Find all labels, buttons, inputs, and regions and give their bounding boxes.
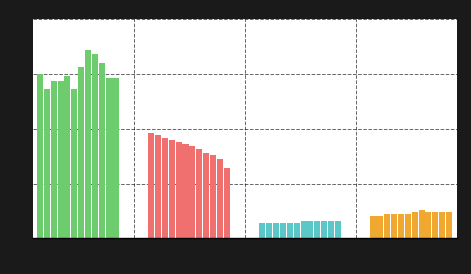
Bar [224, 168, 230, 238]
Bar [44, 89, 50, 238]
Bar [78, 67, 84, 238]
Bar [106, 78, 112, 238]
Bar [260, 223, 265, 238]
Bar [182, 144, 188, 238]
Bar [335, 221, 341, 238]
Bar [321, 221, 327, 238]
Bar [384, 214, 390, 238]
Bar [273, 223, 279, 238]
Bar [287, 223, 293, 238]
Bar [314, 221, 320, 238]
Bar [203, 153, 209, 238]
Bar [391, 214, 397, 238]
Bar [266, 223, 272, 238]
Bar [419, 210, 424, 238]
Bar [328, 221, 334, 238]
Bar [371, 216, 376, 238]
Bar [217, 159, 223, 238]
Bar [176, 142, 182, 238]
Bar [300, 221, 307, 238]
Bar [412, 212, 418, 238]
Bar [432, 212, 439, 238]
Bar [308, 221, 313, 238]
Bar [71, 89, 77, 238]
Bar [398, 214, 404, 238]
Bar [196, 149, 202, 238]
Bar [85, 50, 91, 238]
Bar [439, 212, 445, 238]
Bar [169, 140, 175, 238]
Bar [189, 146, 195, 238]
Bar [425, 212, 431, 238]
Bar [162, 138, 168, 238]
Bar [51, 81, 57, 238]
Bar [155, 135, 161, 238]
Bar [377, 216, 383, 238]
Bar [57, 81, 64, 238]
Bar [99, 63, 105, 238]
Bar [293, 223, 300, 238]
Bar [65, 76, 71, 238]
Bar [113, 78, 119, 238]
Bar [37, 74, 43, 238]
Bar [280, 223, 286, 238]
Bar [446, 212, 452, 238]
Bar [148, 133, 154, 238]
Bar [405, 214, 411, 238]
Bar [210, 155, 216, 238]
Bar [92, 54, 98, 238]
